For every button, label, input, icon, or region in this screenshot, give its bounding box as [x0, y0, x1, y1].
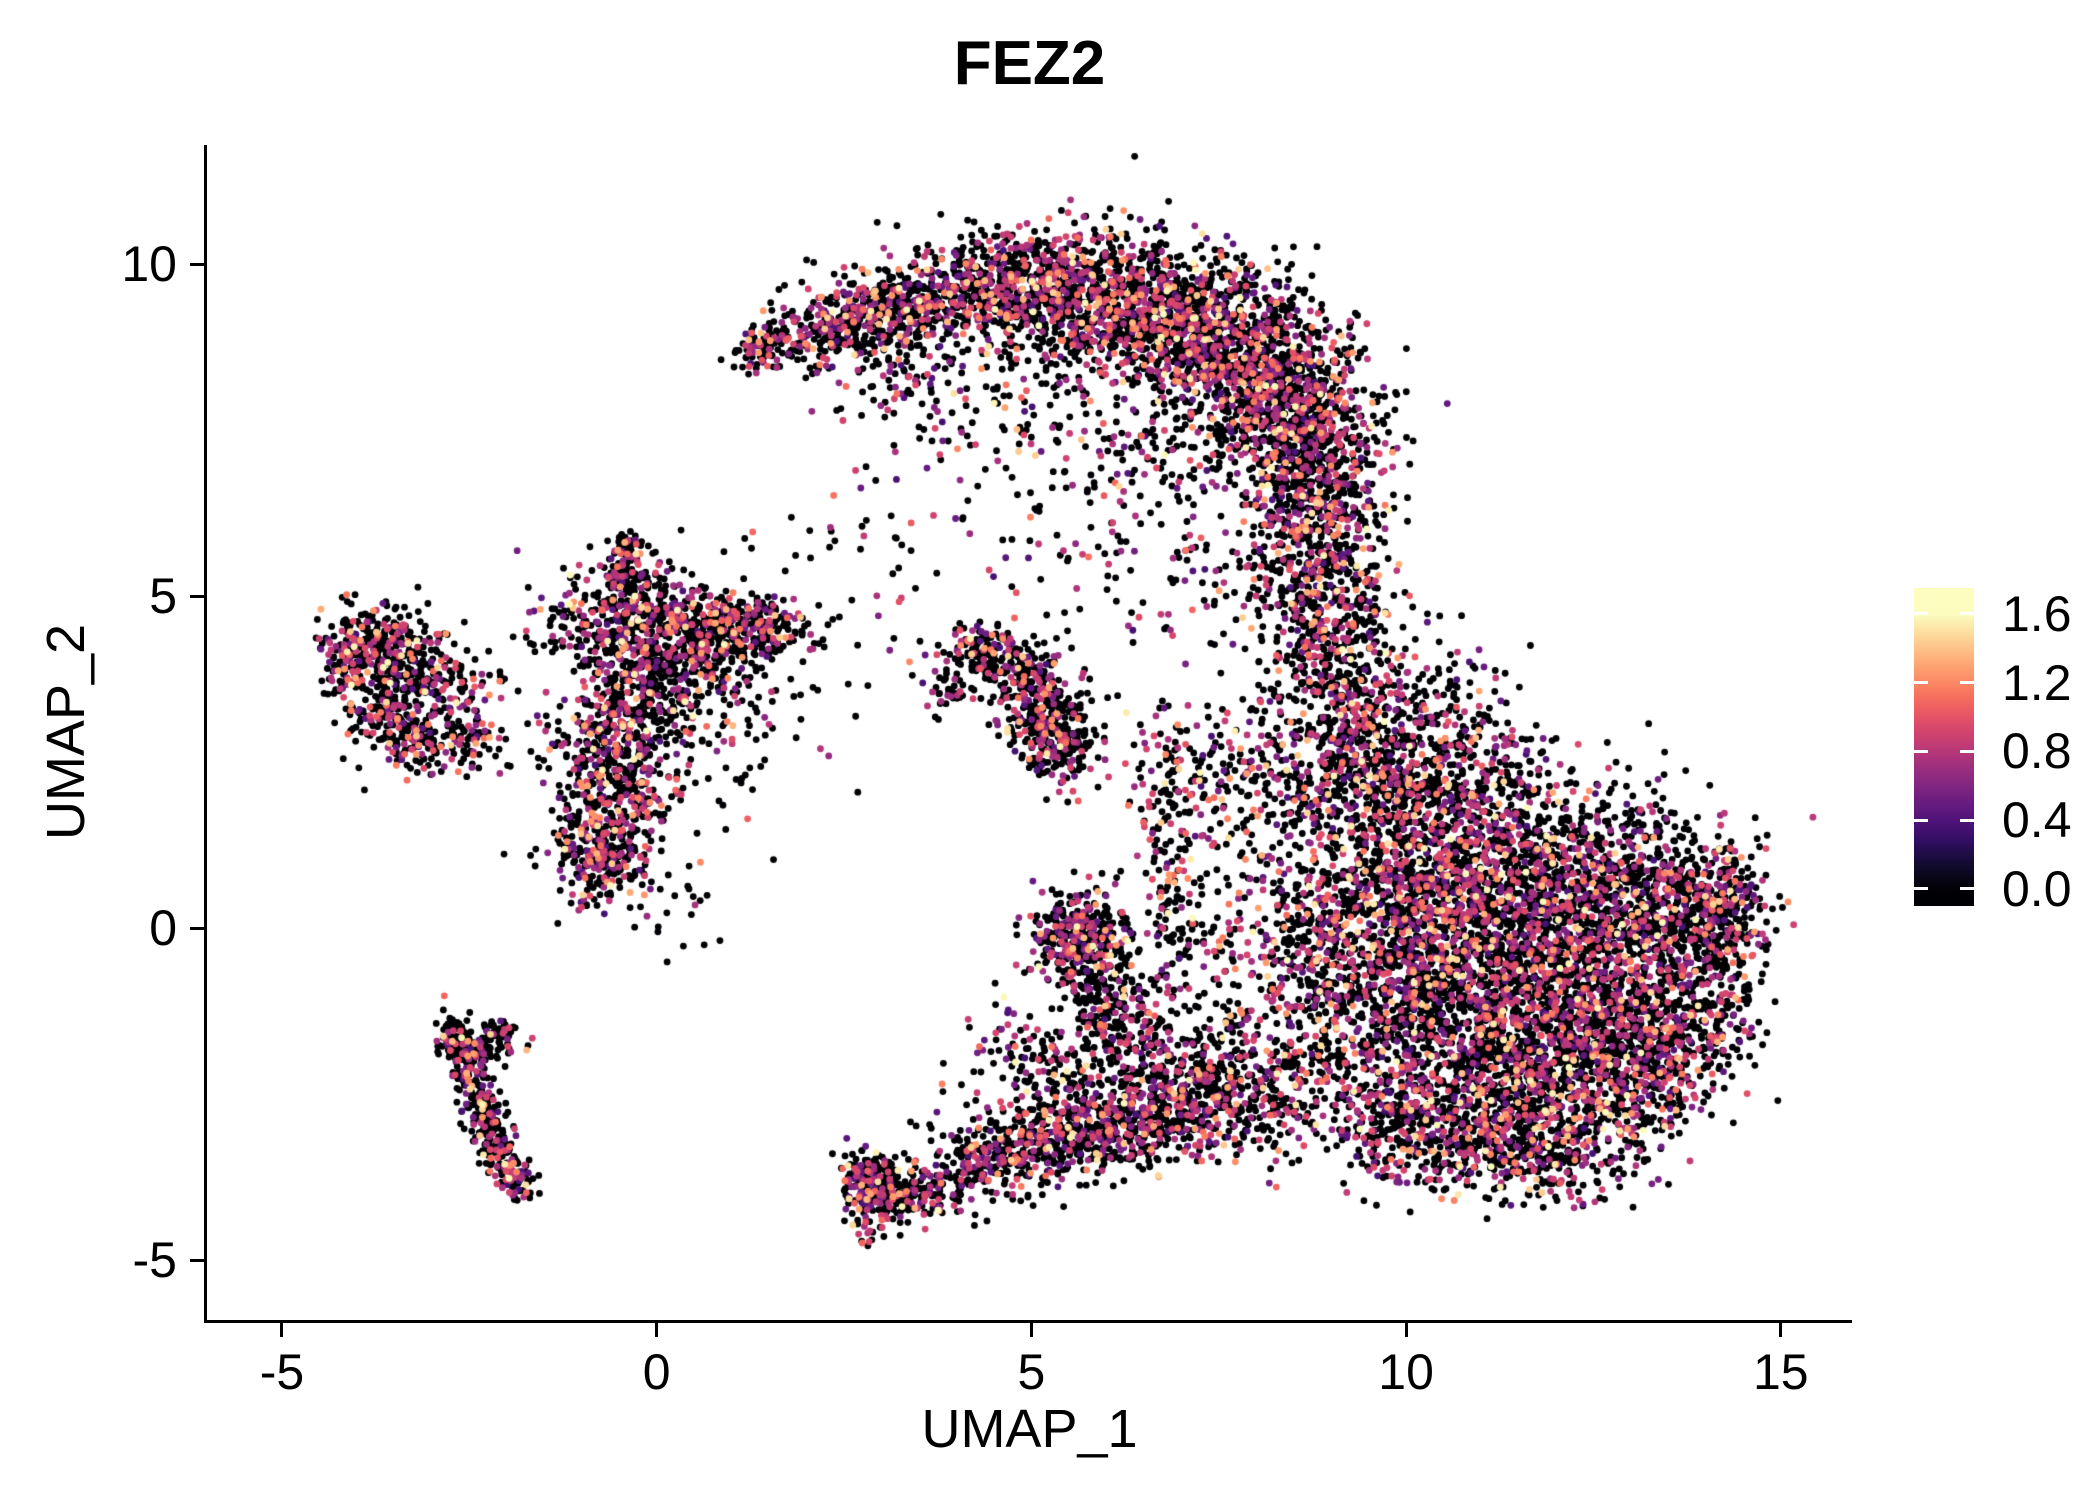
- colorbar-legend: 0.0 0.4 0.8 1.2 1.6: [1914, 585, 2100, 917]
- x-axis-tick: [1029, 1323, 1033, 1337]
- colorbar-tick: [1914, 612, 1928, 616]
- x-tick-label: 15: [1752, 1344, 1809, 1400]
- x-tick-label: 0: [642, 1344, 671, 1400]
- y-axis-tick: [190, 262, 204, 266]
- colorbar-tick: [1960, 749, 1974, 753]
- scatter-canvas: [207, 145, 1852, 1320]
- colorbar-tick-label: 0.8: [2002, 723, 2072, 780]
- x-axis-tick: [280, 1323, 284, 1337]
- colorbar-tick: [1960, 681, 1974, 685]
- x-tick-label: -5: [259, 1344, 305, 1400]
- colorbar-tick: [1960, 612, 1974, 616]
- y-tick-label: 5: [149, 568, 177, 625]
- colorbar-tick: [1914, 887, 1928, 891]
- y-axis-tick: [190, 594, 204, 598]
- y-tick-label: -5: [132, 1232, 177, 1289]
- x-axis-line: [204, 1320, 1852, 1323]
- plot-area: -5 0 5 10 15 -5 0 5 10: [121, 145, 1852, 1400]
- y-axis-tick: [190, 1258, 204, 1262]
- x-axis-tick: [1404, 1323, 1408, 1337]
- y-axis-title: UMAP_2: [36, 623, 96, 841]
- x-tick-label: 5: [1017, 1344, 1046, 1400]
- colorbar-tick: [1914, 749, 1928, 753]
- plot-title: FEZ2: [953, 29, 1106, 98]
- x-tick-label: 10: [1378, 1344, 1434, 1400]
- colorbar-tick-label: 0.0: [2002, 860, 2072, 917]
- y-axis-tick: [190, 926, 204, 930]
- y-tick-label: 0: [149, 900, 177, 957]
- colorbar-tick: [1960, 818, 1974, 822]
- colorbar-gradient: [1914, 588, 1974, 906]
- colorbar-tick-label: 1.6: [2002, 585, 2072, 642]
- y-axis-line: [204, 145, 207, 1323]
- x-axis-title: UMAP_1: [921, 1399, 1138, 1459]
- colorbar-tick: [1960, 887, 1974, 891]
- x-axis-tick: [655, 1323, 659, 1337]
- y-tick-label: 10: [121, 236, 177, 293]
- colorbar-tick-label: 0.4: [2002, 792, 2072, 849]
- colorbar-tick: [1914, 681, 1928, 685]
- colorbar-tick-label: 1.2: [2002, 654, 2072, 711]
- x-axis-tick: [1779, 1323, 1783, 1337]
- colorbar-tick: [1914, 818, 1928, 822]
